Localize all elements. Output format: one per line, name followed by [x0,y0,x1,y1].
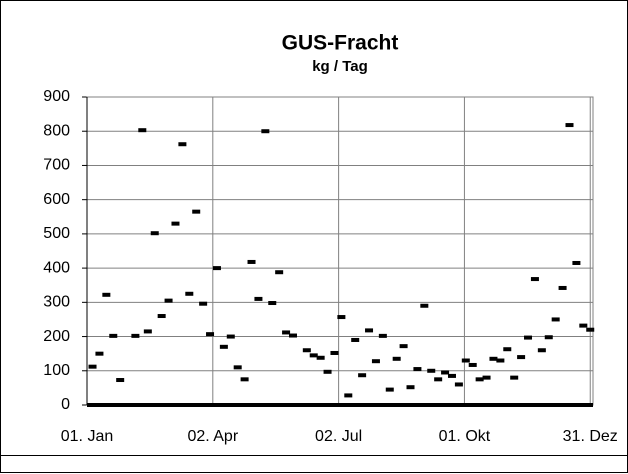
point [461,358,470,363]
point [385,387,394,392]
point [371,359,380,364]
y-tick-label: 400 [43,259,70,276]
point [131,333,140,338]
x-tick-label: 02. Jul [315,428,362,445]
point [178,142,187,147]
point [199,301,208,306]
point [164,298,173,303]
x-tick-label: 02. Apr [187,428,238,445]
point [441,370,450,375]
point [537,348,546,353]
point [247,259,256,264]
point [406,385,415,390]
point [275,270,284,275]
point [185,291,194,296]
y-tick-label: 200 [43,328,70,345]
y-tick-label: 600 [43,191,70,208]
point [288,333,297,338]
point [309,353,318,358]
point [138,128,147,133]
point [302,348,311,353]
point [157,314,166,319]
point [544,335,553,340]
point [150,231,159,236]
point [579,323,588,328]
point [351,337,360,342]
point [323,369,332,374]
point [551,317,560,322]
point [392,356,401,361]
point [413,367,422,372]
point [282,330,291,335]
point [420,303,429,308]
point [109,333,118,338]
chart-title: GUS-Fracht [282,32,399,55]
y-tick-label: 0 [61,396,70,413]
x-tick-label: 01. Jan [61,428,113,445]
point [565,123,574,128]
point [503,347,512,352]
point [88,364,97,369]
point [206,332,215,337]
point [268,301,277,306]
point [427,368,436,373]
point [378,333,387,338]
point [365,328,374,333]
point [261,129,270,134]
y-tick-label: 800 [43,122,70,139]
point [434,377,443,382]
point [572,260,581,265]
point [344,393,353,398]
point [316,355,325,360]
y-tick-label: 700 [43,157,70,174]
x-tick-label: 01. Okt [439,428,491,445]
point [358,373,367,378]
point [482,375,491,380]
point [233,365,242,370]
point [116,378,125,383]
point [475,377,484,382]
point [558,285,567,290]
point [454,382,463,387]
y-tick-label: 900 [43,88,70,105]
point [254,296,263,301]
point [447,373,456,378]
point [192,209,201,214]
point [102,292,111,297]
y-tick-label: 300 [43,294,70,311]
point [95,351,104,356]
point [510,375,519,380]
point [399,344,408,349]
point [226,334,235,339]
point [524,335,533,340]
point [240,377,249,382]
y-tick-label: 100 [43,362,70,379]
point [496,358,505,363]
point [143,329,152,334]
point [586,327,595,332]
point [489,356,498,361]
point [212,266,221,271]
point [530,277,539,282]
point [517,355,526,360]
point [330,350,339,355]
point [337,315,346,320]
point [468,362,477,367]
point [171,221,180,226]
y-tick-label: 500 [43,225,70,242]
chart-subtitle: kg / Tag [312,58,368,75]
x-tick-label: 31. Dez [563,428,618,445]
point [219,344,228,349]
